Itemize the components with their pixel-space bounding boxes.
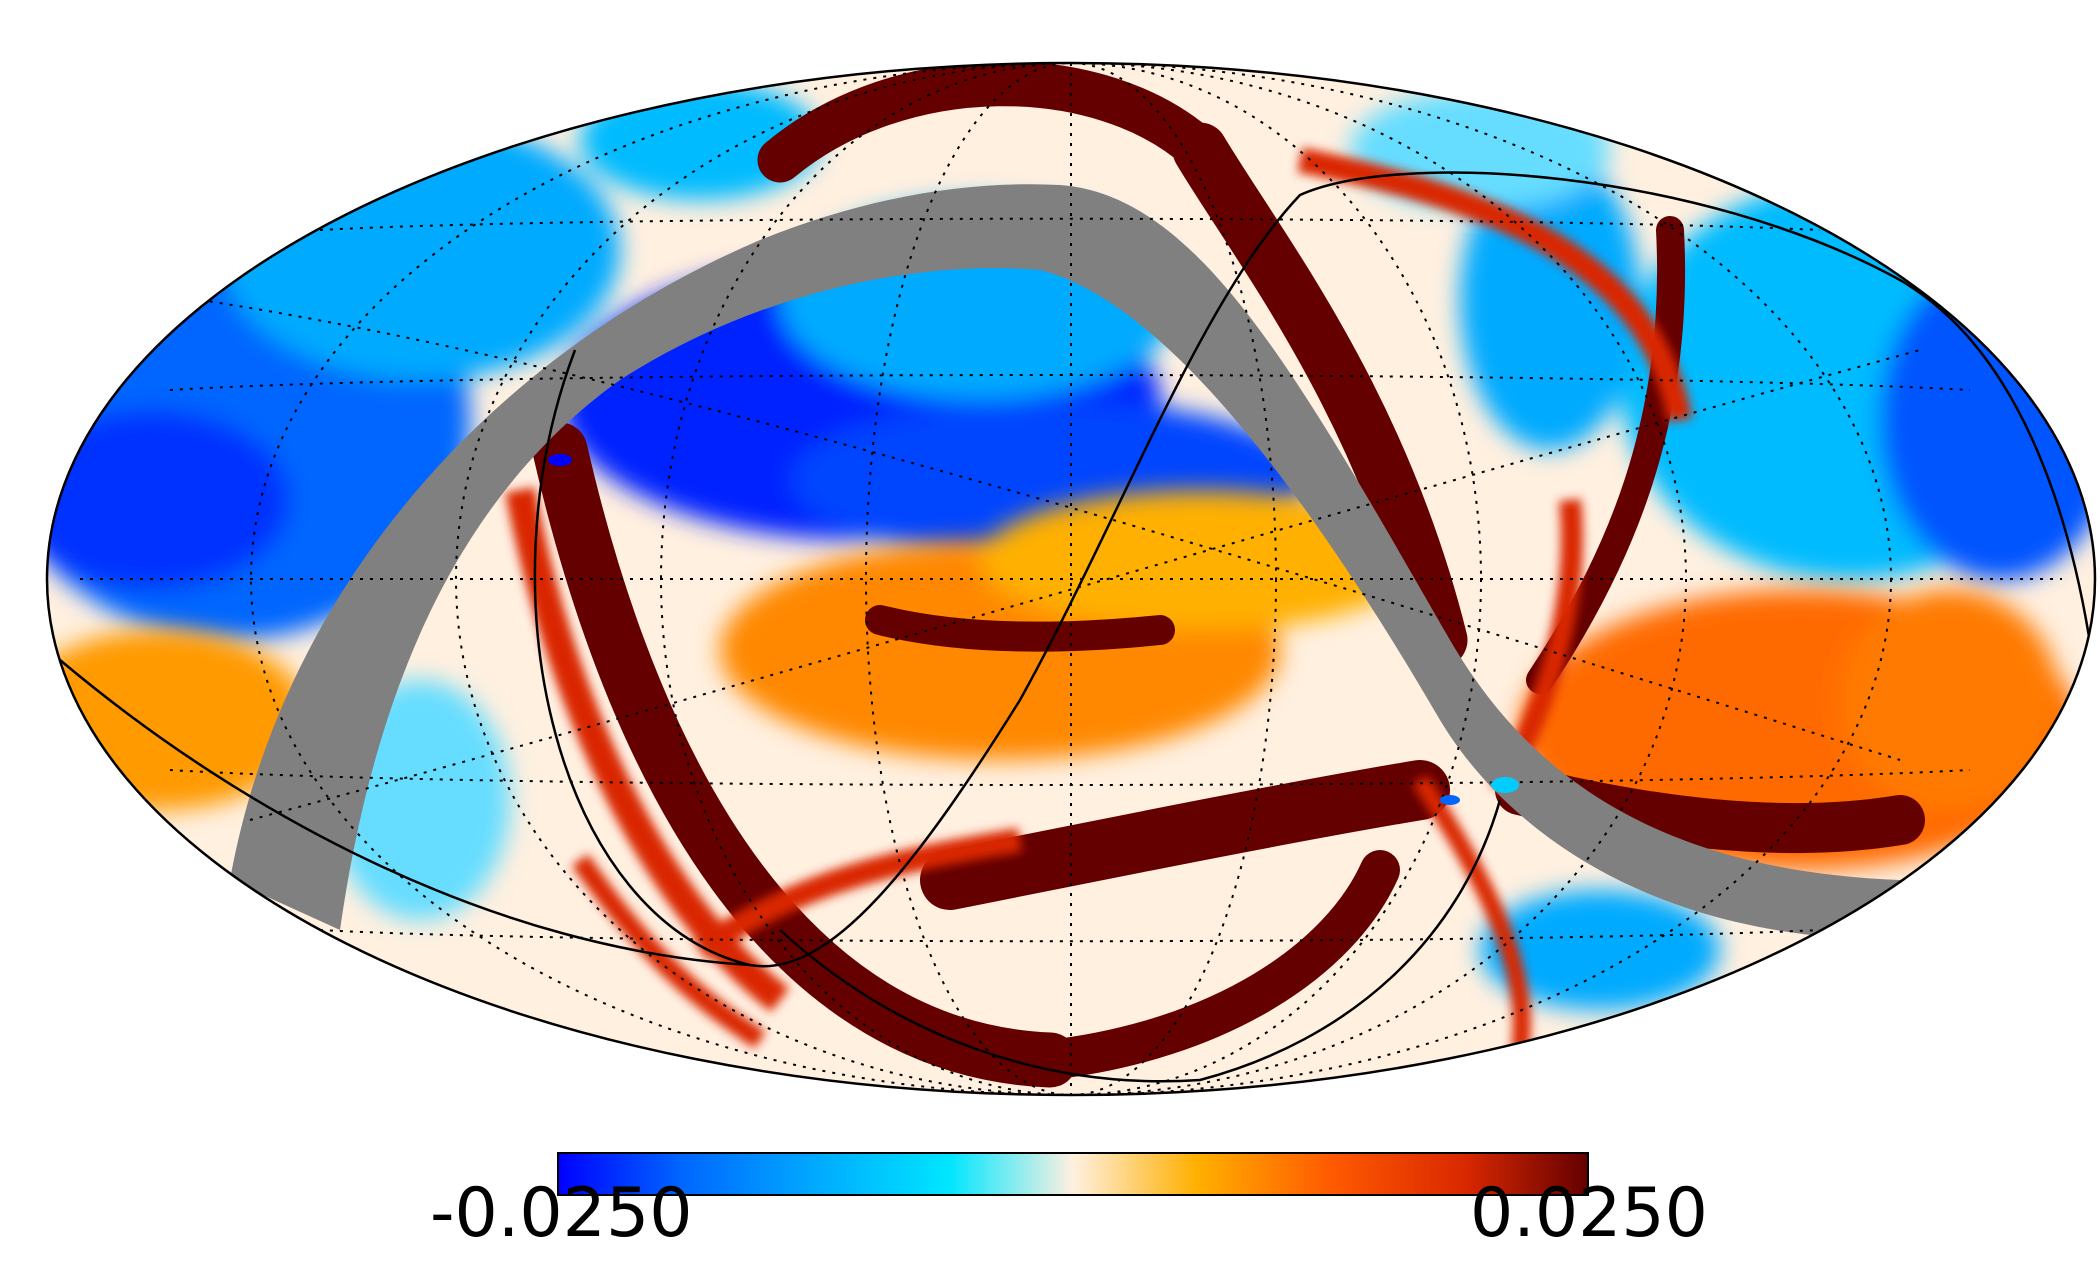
- reference-curves: [59, 171, 2095, 1083]
- masked-band: [230, 184, 1900, 940]
- dark-red-arcs: [532, 63, 1925, 1088]
- graticule: [80, 63, 2062, 1095]
- colorbar-max-label: 0.0250: [1470, 1174, 1708, 1253]
- hotspots: [548, 454, 1519, 805]
- colorbar-min-label: -0.0250: [430, 1174, 693, 1253]
- colorbar: [557, 1152, 1589, 1196]
- sky-map-content: [47, 63, 2095, 1095]
- map-boundary: [45, 61, 2097, 1097]
